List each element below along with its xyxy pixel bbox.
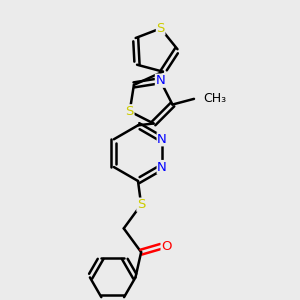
Text: O: O	[161, 240, 172, 253]
Text: N: N	[155, 74, 165, 87]
Text: N: N	[157, 133, 167, 146]
Text: S: S	[156, 22, 165, 35]
Text: S: S	[137, 198, 145, 211]
Text: S: S	[125, 105, 134, 118]
Text: N: N	[157, 160, 167, 174]
Text: CH₃: CH₃	[203, 92, 226, 105]
